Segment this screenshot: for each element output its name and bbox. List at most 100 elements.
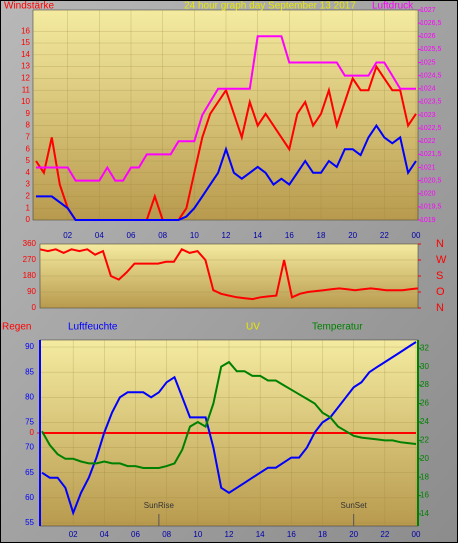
y-tick-label: 360: [23, 239, 37, 248]
y-tick-label: 11: [22, 85, 31, 94]
y-tick-label: 8: [26, 121, 31, 130]
y-tick-label: 1: [26, 203, 31, 212]
y-tick-label: 90: [27, 287, 36, 296]
y2-tick-label: W: [436, 254, 447, 266]
y2-tick-label: 1025: [420, 59, 436, 66]
y2-tick-label: 1020,5: [420, 177, 442, 184]
x-tick-label: 00: [412, 231, 421, 240]
x-tick-label: 12: [222, 231, 231, 240]
y-tick-label: 5: [26, 156, 31, 165]
x-tick-label: 06: [127, 231, 136, 240]
x-tick-label: 02: [63, 231, 72, 240]
y-tick-label: 0: [32, 303, 37, 312]
x-tick-label: 10: [193, 530, 202, 539]
x-tick-label: 14: [253, 231, 262, 240]
y2-tick-label: 1023: [420, 112, 436, 119]
x-tick-label: 06: [131, 530, 140, 539]
y2-tick-label: N: [436, 302, 444, 314]
x-tick-label: 22: [380, 530, 389, 539]
y2-tick-label: 1024,5: [420, 72, 442, 79]
y2-tick-label: 1026,5: [420, 20, 442, 27]
x-tick-label: 04: [95, 231, 104, 240]
y2-tick-label: 1027: [420, 7, 436, 14]
x-tick-label: 22: [380, 231, 389, 240]
header-label: 24 hour graph day September 13 2017: [184, 1, 356, 12]
y2-tick-label: 1024: [420, 86, 436, 93]
x-tick-label: 20: [349, 530, 358, 539]
series-line: [41, 341, 417, 516]
annotation: SunSet: [341, 501, 368, 510]
y-tick-label: 10: [21, 97, 30, 106]
y2-tick-label: 1022: [420, 138, 436, 145]
y2-tick-label: 1021: [420, 164, 436, 171]
y-tick-label: 12: [21, 74, 30, 83]
y-tick-label: 65: [25, 468, 34, 477]
y3-tick-label: 0: [30, 428, 35, 437]
series-line: [39, 248, 419, 301]
y-tick-label: 14: [21, 50, 30, 59]
y-tick-label: 70: [25, 443, 34, 452]
y2-tick-label: 1021,5: [420, 151, 442, 158]
x-tick-label: 00: [412, 530, 421, 539]
y-tick-label: 3: [26, 180, 31, 189]
plot-area: [32, 9, 419, 221]
y2-tick-label: 20: [420, 454, 429, 463]
header-label: Luftdruck: [372, 1, 414, 12]
x-tick-label: 08: [162, 530, 171, 539]
y2-tick-label: 1025,5: [420, 46, 442, 53]
x-tick-label: 12: [225, 530, 234, 539]
y-tick-label: 15: [21, 38, 30, 47]
y2-tick-label: 1026: [420, 33, 436, 40]
y-tick-label: 270: [23, 255, 37, 264]
header-label: UV: [246, 322, 260, 333]
y-tick-label: 16: [21, 26, 30, 35]
y2-tick-label: 18: [420, 472, 429, 481]
annotation: SunRise: [144, 501, 175, 510]
header-label: Luftfeuchte: [68, 322, 118, 333]
x-tick-label: 20: [348, 231, 357, 240]
x-tick-label: 08: [158, 231, 167, 240]
y2-tick-label: 30: [420, 362, 429, 371]
y-tick-label: 2: [26, 192, 31, 201]
y2-tick-label: N: [436, 238, 444, 250]
header-label: Regen: [2, 322, 31, 333]
y2-tick-label: S: [436, 270, 443, 282]
y2-tick-label: 1023,5: [420, 99, 442, 106]
x-tick-label: 16: [287, 530, 296, 539]
y2-tick-label: 1022,5: [420, 125, 442, 132]
x-tick-label: 16: [285, 231, 294, 240]
y2-tick-label: O: [436, 286, 445, 298]
header-label: Temperatur: [312, 322, 363, 333]
y-tick-label: 85: [25, 367, 34, 376]
y2-tick-label: 14: [420, 509, 429, 518]
series-line: [36, 35, 416, 182]
y2-tick-label: 32: [420, 343, 429, 352]
y2-tick-label: 28: [420, 380, 429, 389]
x-tick-label: 02: [69, 530, 78, 539]
x-tick-label: 14: [256, 530, 265, 539]
x-tick-label: 10: [190, 231, 199, 240]
y2-tick-label: 24: [420, 417, 429, 426]
y-tick-label: 9: [26, 109, 31, 118]
x-tick-label: 04: [100, 530, 109, 539]
x-tick-label: 18: [318, 530, 327, 539]
y-tick-label: 55: [25, 518, 34, 527]
y-tick-label: 6: [26, 144, 31, 153]
y-tick-label: 4: [26, 168, 31, 177]
series-line: [36, 123, 417, 221]
x-tick-label: 18: [317, 231, 326, 240]
y-tick-label: 0: [26, 215, 31, 224]
y-tick-label: 75: [25, 418, 34, 427]
y-tick-label: 13: [21, 62, 30, 71]
series-line: [41, 360, 417, 469]
y2-tick-label: 1019,5: [420, 204, 442, 211]
y-tick-label: 90: [25, 342, 34, 351]
y2-tick-label: 22: [420, 435, 429, 444]
y2-tick-label: 1019: [420, 217, 436, 224]
y-tick-label: 80: [25, 392, 34, 401]
y-tick-label: 7: [26, 133, 31, 142]
y2-tick-label: 1020: [420, 191, 436, 198]
y-tick-label: 180: [23, 271, 37, 280]
y2-tick-label: 26: [420, 399, 429, 408]
